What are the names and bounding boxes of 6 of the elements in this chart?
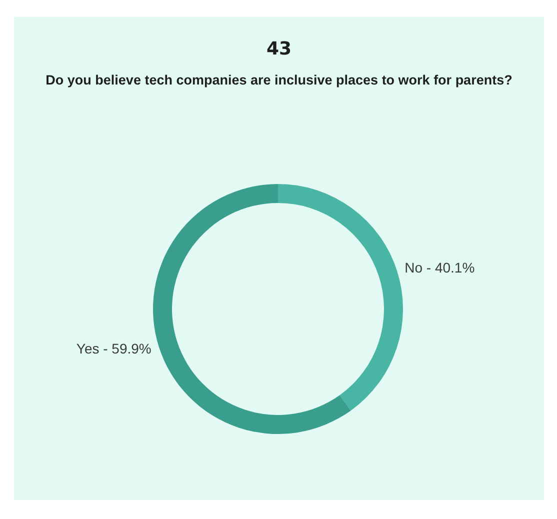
donut-slice	[153, 184, 351, 434]
donut-slice	[278, 184, 403, 411]
slice-label: Yes - 59.9%	[76, 340, 152, 357]
chart-title: 43	[266, 38, 292, 60]
chart-subtitle: Do you believe tech companies are inclusive places to work for parents?	[46, 72, 512, 88]
slice-label: No - 40.1%	[404, 259, 475, 276]
